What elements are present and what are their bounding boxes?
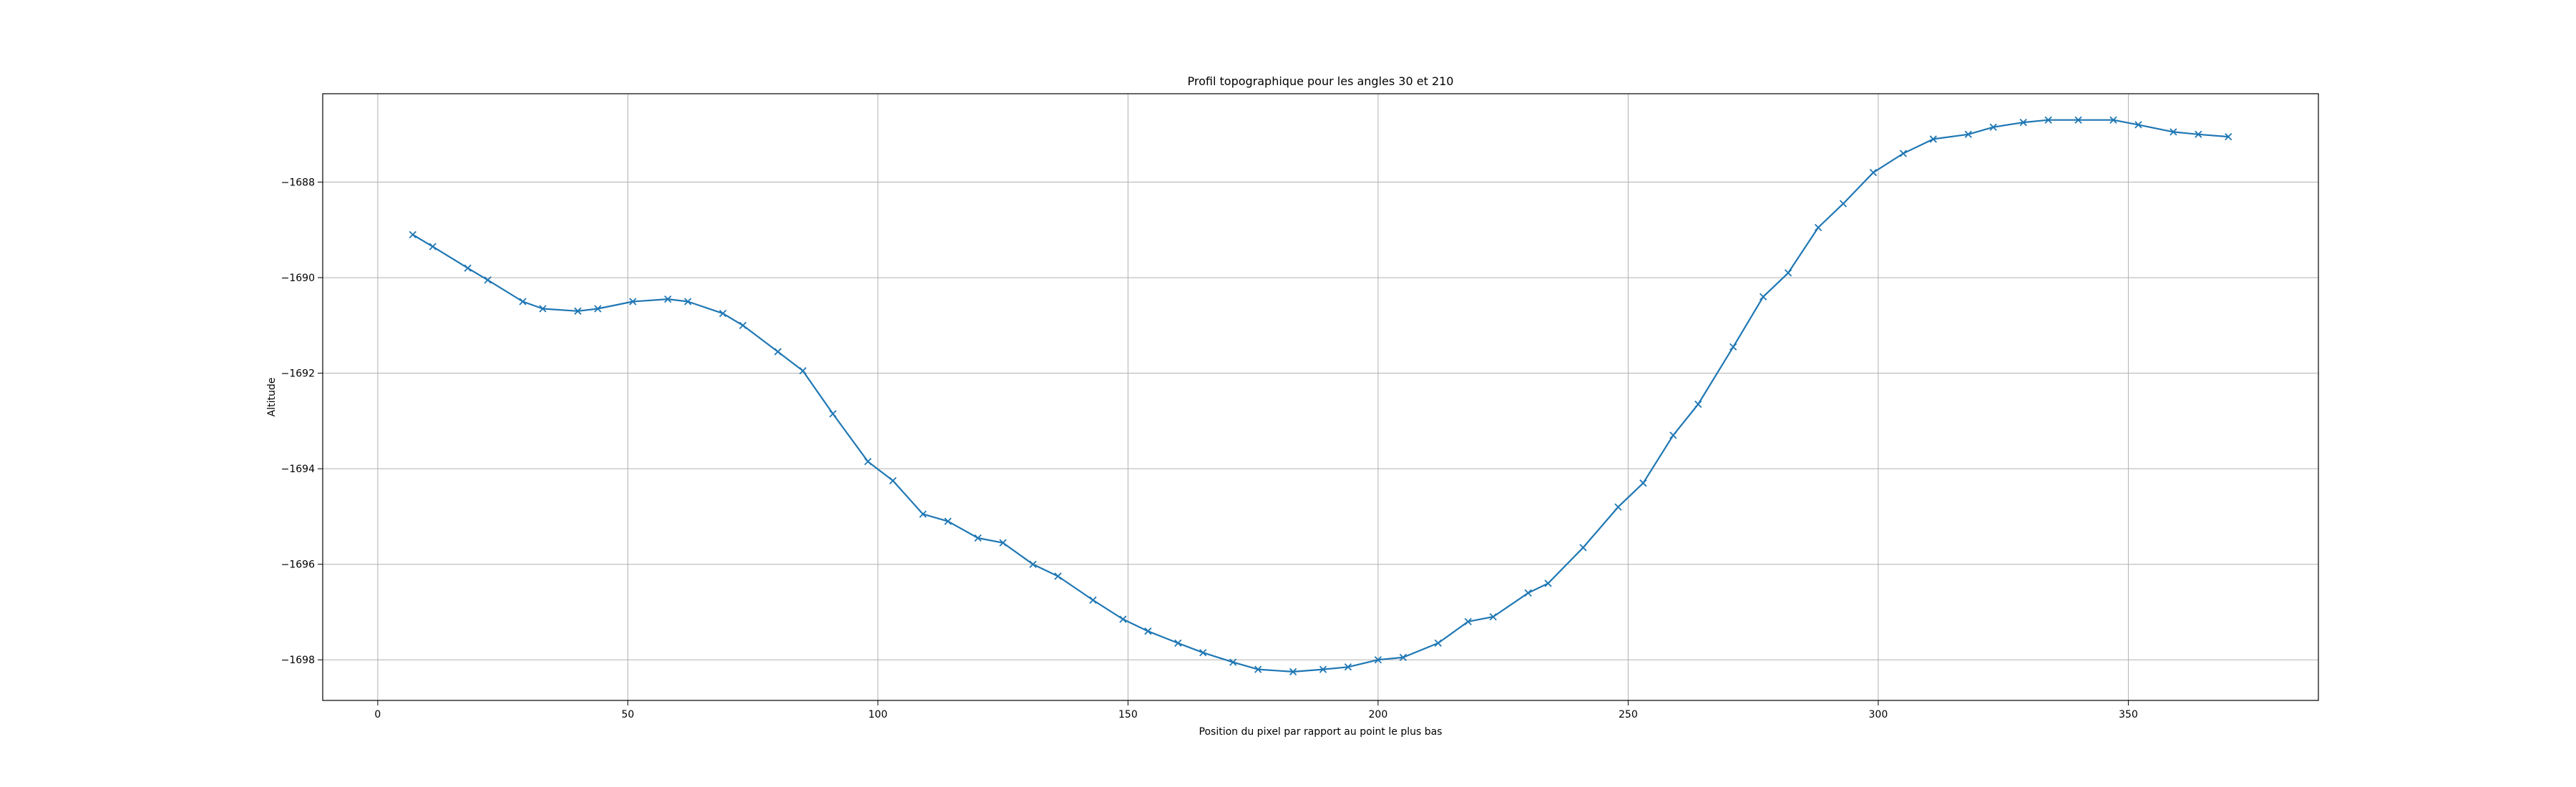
- data-point: [799, 367, 807, 375]
- data-point: [2195, 130, 2202, 138]
- data-point: [1899, 150, 1907, 157]
- y-tick-label: −1692: [281, 368, 315, 380]
- data-point: [409, 230, 416, 239]
- y-tick-label: −1696: [281, 559, 315, 571]
- grid: [323, 94, 2318, 700]
- data-point: [2074, 116, 2082, 124]
- data-point: [464, 264, 472, 272]
- y-tick-label: −1688: [281, 177, 315, 189]
- data-point: [1144, 627, 1152, 635]
- series-group: [409, 116, 2233, 676]
- x-tick-label: 150: [1118, 709, 1138, 720]
- x-tick-label: 300: [1869, 709, 1888, 720]
- data-point: [774, 348, 782, 356]
- data-point: [1089, 596, 1097, 604]
- data-point: [594, 305, 602, 313]
- data-point: [1374, 656, 1382, 664]
- data-point: [1524, 589, 1532, 597]
- data-point: [1814, 223, 1823, 232]
- data-point: [1729, 343, 1737, 351]
- data-point: [484, 276, 492, 284]
- data-point: [1434, 639, 1442, 647]
- data-point: [974, 534, 982, 542]
- x-tick-label: 250: [1619, 709, 1638, 720]
- data-point: [919, 510, 927, 518]
- data-point: [574, 307, 582, 315]
- data-point: [1464, 617, 1472, 625]
- data-point: [1489, 613, 1497, 621]
- plot-frame: [322, 93, 2319, 701]
- x-tick-label: 200: [1369, 709, 1388, 720]
- series-line: [412, 119, 2229, 673]
- data-point: [1929, 135, 1937, 143]
- data-point: [1289, 668, 1297, 676]
- data-point: [1839, 200, 1848, 207]
- y-tick-label: −1694: [281, 464, 315, 475]
- data-point: [719, 310, 727, 318]
- data-point: [1199, 649, 1207, 657]
- data-point: [1254, 665, 1262, 673]
- data-point: [684, 298, 692, 305]
- data-point: [1174, 639, 1182, 647]
- data-point: [2019, 118, 2027, 127]
- y-axis-label: Altitude: [266, 378, 278, 417]
- x-tick-label: 100: [869, 709, 888, 720]
- data-point: [2225, 132, 2233, 141]
- data-point: [1054, 572, 1062, 580]
- x-tick-label: 0: [374, 709, 381, 720]
- x-tick-label: 50: [621, 709, 634, 720]
- data-point: [1319, 665, 1327, 673]
- data-point: [1869, 169, 1878, 177]
- data-point: [539, 305, 547, 313]
- y-tick-label: −1698: [281, 655, 315, 666]
- data-point: [664, 295, 672, 303]
- data-point: [2135, 121, 2142, 129]
- data-point: [2170, 128, 2177, 136]
- data-point: [1694, 400, 1702, 409]
- x-tick-label: 350: [2119, 709, 2138, 720]
- chart-title: Profil topographique pour les angles 30 …: [1188, 74, 1454, 88]
- data-point: [829, 410, 837, 418]
- data-point: [1989, 123, 1997, 131]
- data-point: [1399, 653, 1407, 662]
- data-point: [864, 458, 872, 466]
- data-point: [739, 321, 747, 329]
- data-point: [944, 517, 952, 525]
- data-point: [1759, 293, 1767, 300]
- data-point: [1579, 544, 1587, 552]
- data-point: [1119, 615, 1127, 623]
- data-point: [1614, 503, 1622, 511]
- x-axis-label: Position du pixel par rapport au point l…: [1199, 726, 1443, 738]
- data-point: [889, 476, 897, 484]
- data-point: [999, 539, 1007, 547]
- data-point: [429, 243, 436, 250]
- data-point: [1029, 560, 1037, 568]
- data-point: [1229, 658, 1237, 666]
- data-point: [2044, 116, 2052, 124]
- data-point: [519, 298, 527, 305]
- axis-ticks: 0 50 100 150 200 250 300 350 −1688 −1690 −1692 −169…: [281, 177, 2138, 720]
- data-point: [629, 298, 637, 305]
- y-tick-label: −1690: [281, 273, 315, 284]
- data-point: [1669, 431, 1677, 439]
- data-point: [1784, 269, 1792, 277]
- data-point: [1964, 130, 1972, 138]
- data-point: [1344, 663, 1352, 671]
- data-point: [2109, 116, 2117, 124]
- data-point: [1639, 479, 1647, 487]
- data-point: [1544, 580, 1552, 587]
